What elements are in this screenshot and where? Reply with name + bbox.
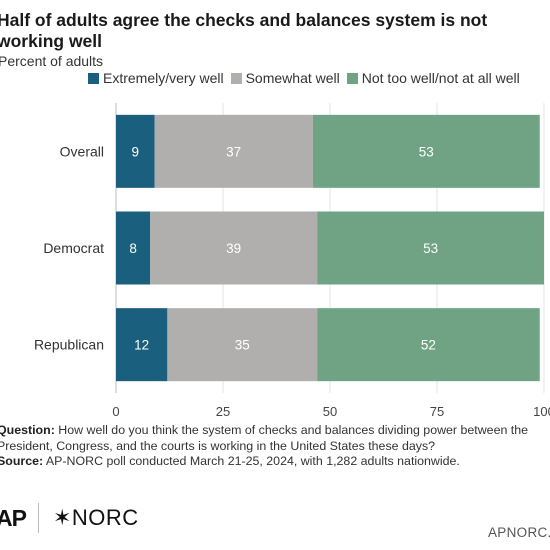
logo-divider [37, 503, 39, 533]
legend-label-somewhat-well: Somewhat well [245, 70, 340, 86]
legend-swatch-somewhat-well [230, 72, 242, 84]
question-label: Question: [0, 423, 55, 437]
chart-legend: Extremely/very well Somewhat well Not to… [88, 70, 527, 86]
legend-item-extremely-very-well: Extremely/very well [88, 70, 224, 86]
bar-democrat-series-0 [116, 211, 151, 285]
data-label-republican-series-2: 52 [421, 338, 436, 353]
chart-title: Half of adults agree the checks and bala… [0, 10, 488, 51]
norc-logo: ✶NORC [52, 505, 139, 530]
data-label-overall-series-0: 9 [132, 144, 140, 159]
data-label-overall-series-2: 53 [419, 144, 434, 159]
bar-democrat-series-2 [317, 211, 544, 285]
data-label-democrat-series-0: 8 [129, 241, 137, 256]
data-label-democrat-series-1: 39 [226, 241, 241, 256]
x-tick-label-1: 25 [216, 404, 230, 419]
data-label-democrat-series-2: 53 [423, 241, 438, 256]
bar-overall-series-2 [312, 114, 540, 188]
bar-democrat-series-1 [150, 211, 318, 285]
x-tick-label-4: 100 [533, 404, 550, 419]
x-tick-label-2: 50 [323, 404, 337, 419]
source-text: AP-NORC poll conducted March 21-25, 2024… [45, 454, 460, 468]
legend-swatch-not-too-well [346, 72, 358, 84]
logo-bar: AP ✶NORC [0, 503, 139, 533]
legend-label-extremely-very-well: Extremely/very well [103, 70, 224, 86]
legend-item-somewhat-well: Somewhat well [230, 70, 340, 86]
bar-overall-series-0 [116, 114, 155, 188]
category-label-overall: Overall [60, 143, 104, 159]
footer-url: APNORC.org [488, 525, 550, 540]
bar-republican-series-1 [167, 308, 318, 382]
data-label-overall-series-1: 37 [226, 144, 241, 159]
x-tick-label-0: 0 [112, 404, 119, 419]
chart-notes: Question: How well do you think the syst… [0, 423, 550, 470]
data-label-republican-series-1: 35 [235, 338, 250, 353]
source-label: Source: [0, 454, 44, 468]
data-label-republican-series-0: 12 [134, 338, 149, 353]
bar-overall-series-1 [154, 114, 313, 188]
category-label-republican: Republican [34, 337, 104, 353]
question-text: How well do you think the system of chec… [0, 423, 529, 453]
legend-swatch-extremely-very-well [88, 72, 99, 84]
bar-republican-series-0 [116, 308, 168, 382]
question-note: Question: How well do you think the syst… [0, 423, 550, 454]
chart-subtitle: Percent of adults [0, 53, 104, 69]
legend-label-not-too-well: Not too well/not at all well [361, 70, 520, 86]
legend-item-not-too-well: Not too well/not at all well [346, 70, 520, 86]
ap-logo: AP [0, 504, 27, 531]
stacked-bar-chart: 0 25 50 75 100 Overall 9 37 53 Democrat 8 39 53 Repub… [34, 103, 550, 419]
source-note: Source: AP-NORC poll conducted March 21-… [0, 454, 550, 470]
category-label-democrat: Democrat [43, 240, 104, 256]
bar-republican-series-2 [317, 308, 540, 382]
x-tick-label-3: 75 [430, 404, 444, 419]
